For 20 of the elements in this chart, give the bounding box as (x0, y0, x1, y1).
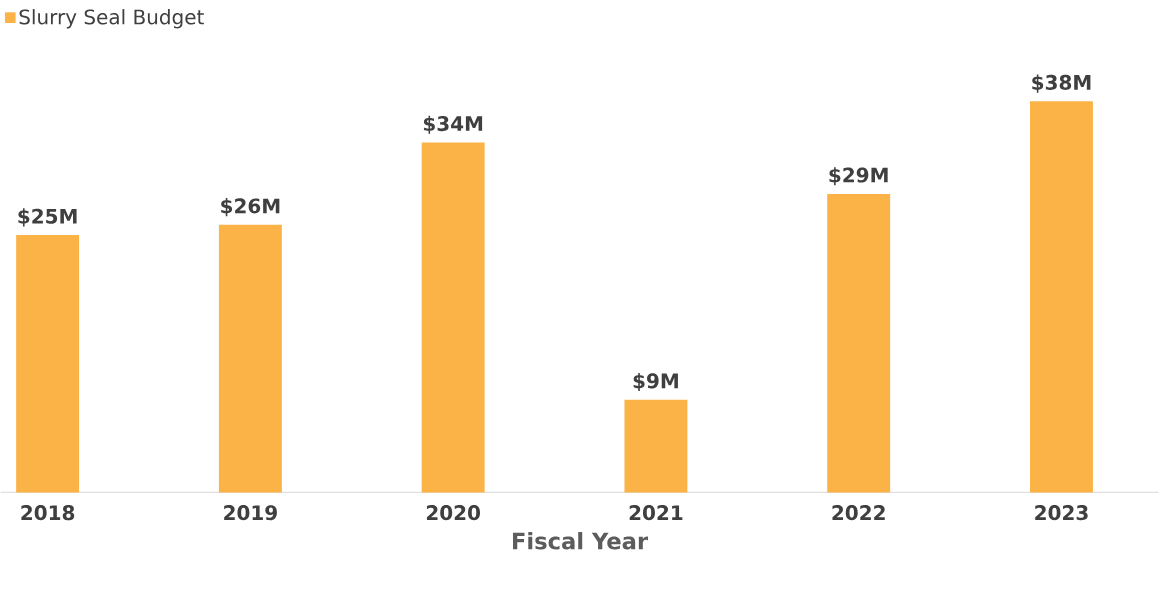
x-tick-label: 2023 (1035, 504, 1088, 521)
bar (218, 224, 282, 493)
bar (16, 234, 80, 493)
bar (421, 142, 485, 493)
data-label: $38M (1032, 74, 1091, 93)
x-tick-label: 2019 (224, 504, 277, 521)
x-tick-label: 2018 (21, 504, 75, 521)
x-tick-label: 2020 (426, 504, 480, 521)
x-axis-title: Fiscal Year (513, 531, 649, 550)
data-label: $9M (633, 372, 678, 391)
bar (827, 193, 891, 493)
bar (624, 399, 688, 493)
legend-label: Slurry Seal Budget (19, 8, 204, 29)
data-label: $29M (829, 166, 888, 186)
x-tick-label: 2022 (832, 504, 885, 521)
x-tick-label: 2021 (629, 504, 683, 521)
bar (1030, 101, 1093, 493)
data-label: $34M (423, 115, 483, 134)
data-label: $26M (221, 197, 280, 216)
data-label: $25M (18, 208, 77, 227)
